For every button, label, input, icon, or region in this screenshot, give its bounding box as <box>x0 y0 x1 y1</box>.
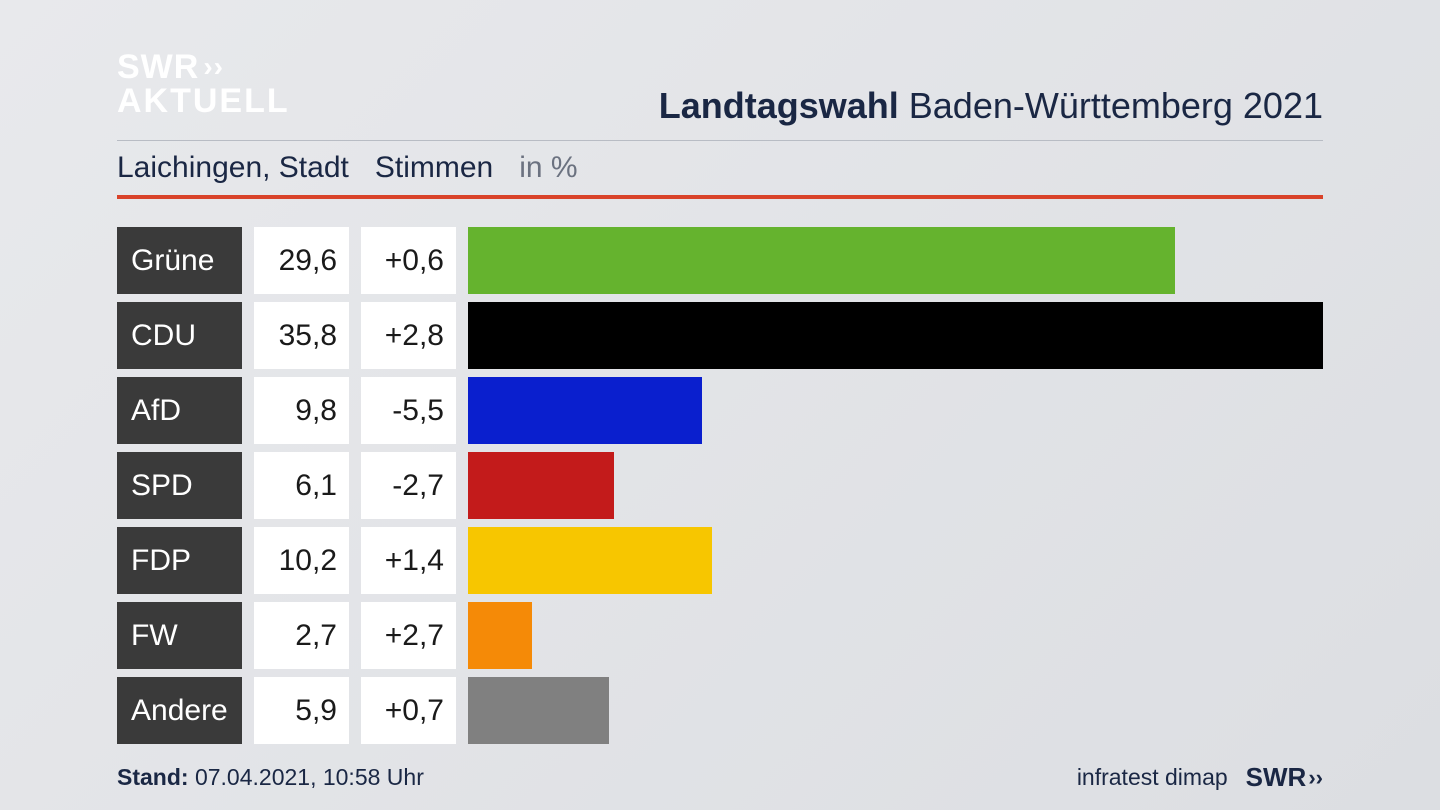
party-value-cell: 2,7 <box>254 602 349 669</box>
party-delta-cell: +0,6 <box>361 227 456 294</box>
chart-row: SPD6,1-2,7 <box>117 452 1323 519</box>
party-value-cell: 9,8 <box>254 377 349 444</box>
chart-row: Grüne29,6+0,6 <box>117 227 1323 294</box>
bar <box>468 452 614 519</box>
swr-small-chevrons-icon: ›› <box>1308 765 1323 791</box>
bar-track <box>468 602 1323 669</box>
stand-value: 07.04.2021, 10:58 Uhr <box>195 764 424 790</box>
page-title: Landtagswahl Baden-Württemberg 2021 <box>659 85 1323 127</box>
party-name-cell: Andere <box>117 677 242 744</box>
chart-row: FW2,7+2,7 <box>117 602 1323 669</box>
party-name-cell: SPD <box>117 452 242 519</box>
location-label: Laichingen, Stadt <box>117 151 349 185</box>
party-delta-cell: -5,5 <box>361 377 456 444</box>
measure-label: Stimmen <box>375 151 493 185</box>
party-delta-cell: -2,7 <box>361 452 456 519</box>
footer-right: infratest dimap SWR ›› <box>1077 762 1323 793</box>
party-name-cell: CDU <box>117 302 242 369</box>
divider-red <box>117 195 1323 199</box>
divider-thin <box>117 140 1323 141</box>
swr-small-text: SWR <box>1246 762 1307 793</box>
chart-row: FDP10,2+1,4 <box>117 527 1323 594</box>
bar <box>468 677 609 744</box>
title-light: Baden-Württemberg 2021 <box>899 85 1323 126</box>
subheader: Laichingen, Stadt Stimmen in % <box>117 151 1323 185</box>
bar-chart-rows: Grüne29,6+0,6 CDU35,8+2,8 AfD9,8-5,5 SPD6,1… <box>117 227 1323 744</box>
bar-track <box>468 227 1323 294</box>
party-value-cell: 29,6 <box>254 227 349 294</box>
party-delta-cell: +0,7 <box>361 677 456 744</box>
unit-label: in % <box>519 151 577 185</box>
footer: Stand: 07.04.2021, 10:58 Uhr infratest d… <box>117 762 1323 793</box>
party-delta-cell: +2,8 <box>361 302 456 369</box>
bar <box>468 302 1323 369</box>
chart-row: Andere5,9+0,7 <box>117 677 1323 744</box>
party-value-cell: 10,2 <box>254 527 349 594</box>
bar <box>468 527 712 594</box>
party-value-cell: 5,9 <box>254 677 349 744</box>
bar <box>468 602 532 669</box>
party-value-cell: 6,1 <box>254 452 349 519</box>
chart-row: CDU35,8+2,8 <box>117 302 1323 369</box>
party-delta-cell: +1,4 <box>361 527 456 594</box>
bar-track <box>468 677 1323 744</box>
logo-chevrons-icon: ›› <box>203 53 224 81</box>
party-name-cell: FW <box>117 602 242 669</box>
party-delta-cell: +2,7 <box>361 602 456 669</box>
bar-track <box>468 452 1323 519</box>
party-value-cell: 35,8 <box>254 302 349 369</box>
logo-text-line1: SWR <box>117 50 199 84</box>
bar-track <box>468 527 1323 594</box>
bar <box>468 377 702 444</box>
stand-label: Stand: <box>117 764 189 790</box>
chart-container: SWR ›› AKTUELL Landtagswahl Baden-Württe… <box>117 50 1323 793</box>
title-bold: Landtagswahl <box>659 85 899 126</box>
party-name-cell: Grüne <box>117 227 242 294</box>
party-name-cell: AfD <box>117 377 242 444</box>
party-name-cell: FDP <box>117 527 242 594</box>
timestamp: Stand: 07.04.2021, 10:58 Uhr <box>117 764 424 791</box>
source-label: infratest dimap <box>1077 764 1228 791</box>
bar-track <box>468 377 1323 444</box>
bar <box>468 227 1175 294</box>
bar-track <box>468 302 1323 369</box>
swr-small-logo: SWR ›› <box>1246 762 1323 793</box>
chart-row: AfD9,8-5,5 <box>117 377 1323 444</box>
